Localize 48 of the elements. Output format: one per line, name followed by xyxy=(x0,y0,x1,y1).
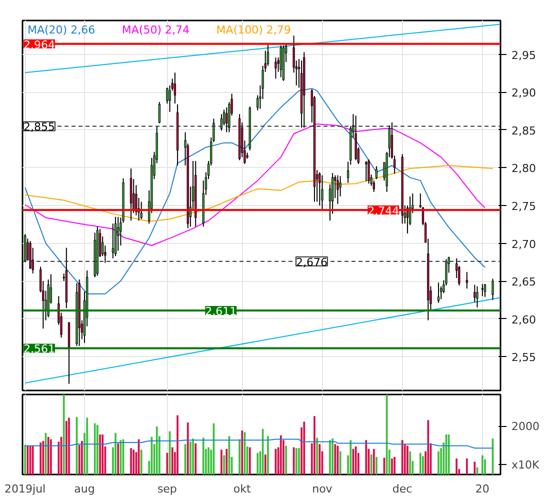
candlestick xyxy=(481,284,484,297)
y-tick-label: 2,85 xyxy=(512,124,536,138)
line-series xyxy=(24,123,486,246)
y-tick-label: 2,95 xyxy=(512,48,536,62)
text: MA(100) 2,79 xyxy=(216,24,291,36)
x-tick-label: nov xyxy=(312,482,333,496)
candlestick xyxy=(321,174,324,211)
candlestick xyxy=(484,284,486,298)
y-tick-label: 2,75 xyxy=(512,200,536,213)
candlestick xyxy=(274,57,277,80)
y-tick-label: 2,70 xyxy=(512,238,536,251)
candlestick xyxy=(158,102,161,124)
text: MA(50) 2,74 xyxy=(122,24,190,36)
text: MA(20) 2,66 xyxy=(28,24,96,36)
candlestick xyxy=(492,278,494,300)
x-tick-label: 20 xyxy=(475,482,490,496)
candlestick xyxy=(174,72,176,104)
y-tick-label: 2,80 xyxy=(512,162,536,176)
x-tick-label: aug xyxy=(74,482,95,496)
line-series xyxy=(24,88,486,294)
x-tick-label: dec xyxy=(392,482,412,496)
candlestick xyxy=(375,166,378,180)
candlestick xyxy=(280,44,282,78)
ref-line-label: 2,611 xyxy=(205,304,237,318)
candlestick xyxy=(318,172,321,206)
candlestick xyxy=(476,286,478,308)
ref-line-label: 2,676 xyxy=(296,256,328,269)
ref-line-label: 2,561 xyxy=(24,342,55,356)
candlestick xyxy=(336,174,339,204)
text: 2000 xyxy=(512,420,540,433)
ref-line-label: 2,964 xyxy=(24,38,55,52)
candlestick xyxy=(365,160,368,182)
y-tick-label: 2,55 xyxy=(512,351,536,364)
x-tick-label: okt xyxy=(233,482,252,496)
candlestick xyxy=(437,282,440,304)
ref-line-label: 2,744 xyxy=(368,204,400,218)
y-tick-label: 2,90 xyxy=(512,86,536,100)
x-tick-label: 2019jul xyxy=(4,482,46,496)
ref-line-label: 2,855 xyxy=(24,120,55,134)
candlestick xyxy=(339,176,342,197)
text: x10K xyxy=(512,458,540,472)
y-tick-label: 2,65 xyxy=(512,276,536,289)
line-series xyxy=(24,164,494,222)
y-tick-label: 2,60 xyxy=(512,313,536,326)
x-tick-label: sep xyxy=(157,482,177,496)
candlestick xyxy=(368,158,370,184)
candlestick xyxy=(466,271,468,290)
candlestick xyxy=(140,201,142,220)
